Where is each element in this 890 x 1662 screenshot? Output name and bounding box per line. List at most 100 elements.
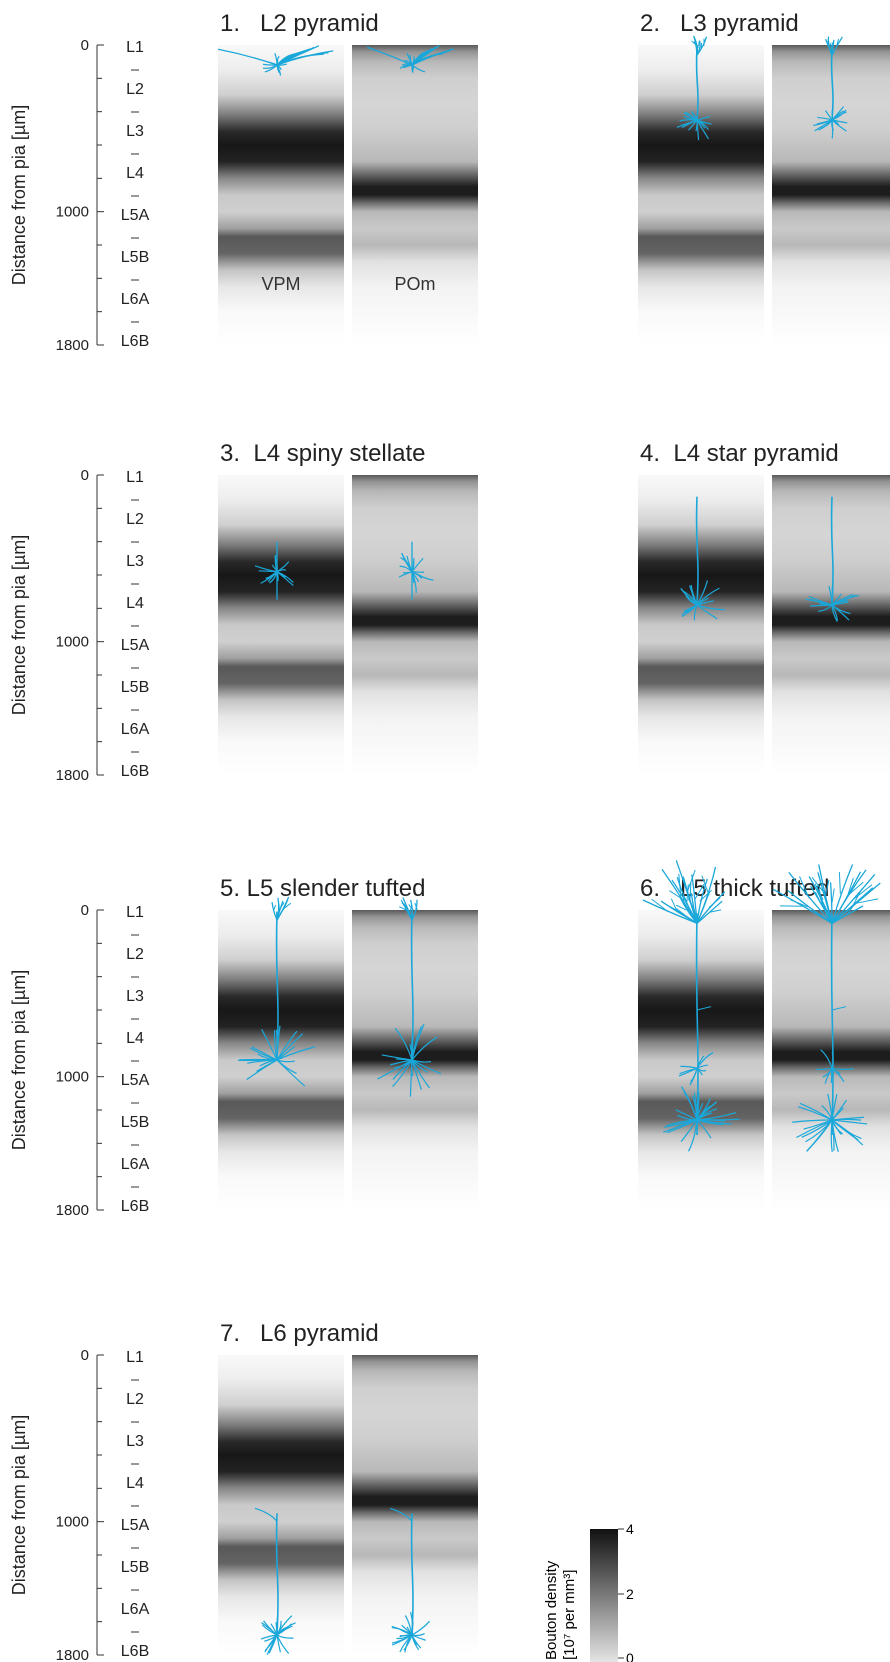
ytick-label: 1000 (56, 1069, 89, 1086)
colorbar-tick-4: 4 (626, 1521, 634, 1537)
density-column-pom (772, 45, 890, 345)
ytick-label: 0 (81, 37, 89, 54)
neuron-morphology (377, 897, 442, 1097)
layer-label-l6a: L6A (121, 1601, 150, 1618)
ytick-label: 1800 (56, 337, 89, 354)
colorbar: 4 2 0 Bouton density [10⁷ per mm³] (543, 1521, 634, 1662)
neuron-morphology (254, 1507, 296, 1655)
ytick-label: 0 (81, 902, 89, 919)
density-column-pom (352, 45, 478, 345)
layer-label-l6b: L6B (121, 333, 149, 350)
layer-label-l5a: L5A (121, 1072, 150, 1089)
layer-label-l4: L4 (126, 1030, 144, 1047)
layer-label-l5b: L5B (121, 249, 149, 266)
layer-label-l4: L4 (126, 595, 144, 612)
layer-label-l3: L3 (126, 553, 144, 570)
density-column-vpm (218, 1355, 344, 1655)
panel-title: 5. L5 slender tufted (220, 875, 425, 902)
layer-label-l6a: L6A (121, 1156, 150, 1173)
y-axis-title: Distance from pia [µm] (9, 105, 29, 285)
layer-label-l5b: L5B (121, 679, 149, 696)
layer-label-l5a: L5A (121, 1517, 150, 1534)
layer-label-l2: L2 (126, 511, 144, 528)
y-axis-title: Distance from pia [µm] (9, 970, 29, 1150)
ytick-label: 1000 (56, 204, 89, 221)
panel-7: 7. L6 pyramid (218, 1320, 478, 1655)
layer-label-l2: L2 (126, 946, 144, 963)
layer-label-l3: L3 (126, 988, 144, 1005)
neuron-morphology (642, 860, 740, 1152)
y-axis-title: Distance from pia [µm] (9, 1415, 29, 1595)
panel-3: 3. L4 spiny stellate (218, 440, 478, 775)
layer-label-l2: L2 (126, 1391, 144, 1408)
column-label-vpm: VPM (261, 274, 300, 294)
neuron-morphology (238, 896, 316, 1087)
colorbar-gradient (590, 1529, 618, 1662)
ytick-label: 0 (81, 467, 89, 484)
panel-6: 6. L5 thick tufted (638, 860, 890, 1210)
ytick-label: 0 (81, 1347, 89, 1364)
density-column-pom (352, 910, 478, 1210)
layer-label-l1: L1 (126, 39, 144, 56)
layer-label-l6b: L6B (121, 763, 149, 780)
layer-label-l3: L3 (126, 123, 144, 140)
neuron-morphology (805, 496, 860, 622)
layer-label-l5b: L5B (121, 1114, 149, 1131)
depth-axis-row-4: 0 1000 1800 Distance from pia [µm] L1 L2 L3 L4 L… (9, 1347, 150, 1662)
density-column-pom (352, 1355, 478, 1655)
layer-label-l6a: L6A (121, 291, 150, 308)
ytick-label: 1000 (56, 634, 89, 651)
layer-label-l3: L3 (126, 1433, 144, 1450)
neuron-morphology (366, 44, 454, 74)
colorbar-label-line2: [10⁷ per mm³] (561, 1570, 578, 1660)
panel-title: 3. L4 spiny stellate (220, 440, 425, 467)
column-label-pom: POm (394, 274, 435, 294)
density-column-vpm (218, 475, 344, 775)
density-column-vpm (638, 45, 764, 345)
panel-4: 4. L4 star pyramid (638, 440, 890, 775)
layer-label-l1: L1 (126, 904, 144, 921)
panel-title: 4. L4 star pyramid (640, 440, 839, 467)
layer-label-l2: L2 (126, 81, 144, 98)
density-column-vpm (218, 45, 344, 345)
density-column-pom (352, 475, 478, 775)
layer-label-l6b: L6B (121, 1198, 149, 1215)
colorbar-tick-2: 2 (626, 1586, 634, 1602)
layer-label-l1: L1 (126, 1349, 144, 1366)
colorbar-tick-0: 0 (626, 1650, 634, 1662)
layer-label-l5b: L5B (121, 1559, 149, 1576)
layer-label-l4: L4 (126, 1475, 144, 1492)
neuron-morphology (813, 36, 848, 139)
neuron-morphology (680, 496, 725, 621)
depth-axis-row-2: 0 1000 1800 Distance from pia [µm] L1 L2 L3 L4 L… (9, 467, 150, 784)
depth-axis-row-1: 0 1000 1800 Distance from pia [µm] L1 L2 L3 L4 L… (9, 37, 150, 354)
layer-label-l1: L1 (126, 469, 144, 486)
panel-1: 1. L2 pyramid VPM POm (217, 10, 478, 345)
panel-2: 2. L3 pyramid (638, 10, 890, 345)
neuron-morphology (772, 864, 881, 1152)
density-column-vpm (638, 475, 764, 775)
colorbar-label-line1: Bouton density (543, 1560, 560, 1660)
layer-label-l5a: L5A (121, 207, 150, 224)
neuron-morphology (676, 35, 712, 141)
panel-5: 5. L5 slender tufted (218, 875, 478, 1210)
neuron-morphology (398, 541, 434, 600)
panel-title: 6. L5 thick tufted (640, 875, 829, 902)
ytick-label: 1000 (56, 1514, 89, 1531)
panel-title: 1. L2 pyramid (220, 10, 379, 37)
panel-title: 7. L6 pyramid (220, 1320, 379, 1347)
layer-label-l4: L4 (126, 165, 144, 182)
ytick-label: 1800 (56, 1202, 89, 1219)
layer-label-l6b: L6B (121, 1643, 149, 1660)
ytick-label: 1800 (56, 767, 89, 784)
ytick-label: 1800 (56, 1647, 89, 1662)
layer-label-l6a: L6A (121, 721, 150, 738)
depth-axis-row-3: 0 1000 1800 Distance from pia [µm] L1 L2 L3 L4 L… (9, 902, 150, 1219)
layer-label-l5a: L5A (121, 637, 150, 654)
panel-title: 2. L3 pyramid (640, 10, 799, 37)
neuron-morphology (217, 45, 334, 76)
density-column-vpm (218, 910, 344, 1210)
y-axis-title: Distance from pia [µm] (9, 535, 29, 715)
neuron-morphology (389, 1507, 431, 1653)
